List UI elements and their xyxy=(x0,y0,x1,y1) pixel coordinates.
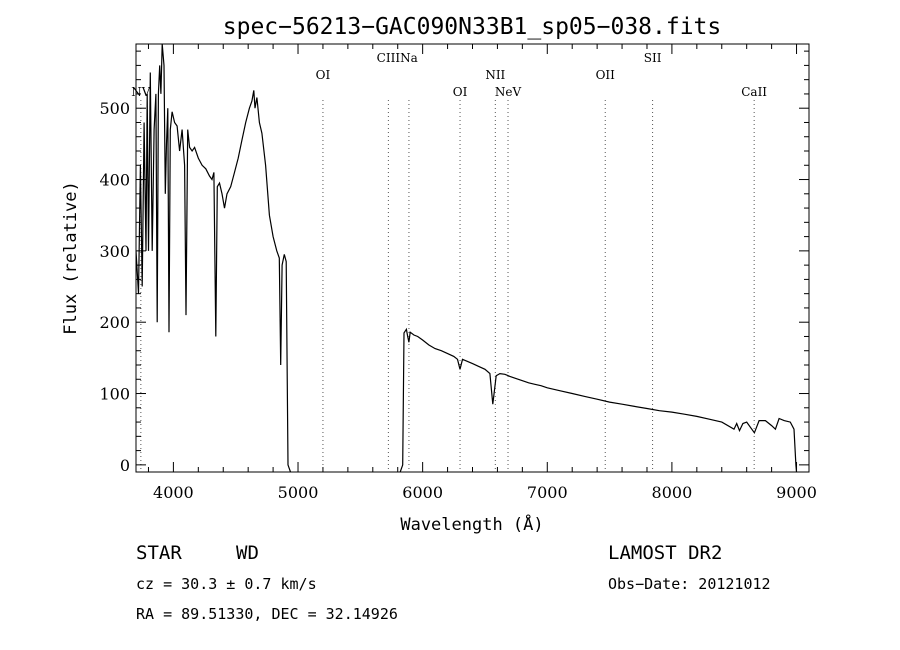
annotation-label: NII xyxy=(485,68,505,82)
chart-title: spec−56213−GAC090N33B1_sp05−038.fits xyxy=(223,14,722,40)
annotation-label: NeV xyxy=(495,85,522,99)
x-axis: 4000 5000 6000 7000 8000 9000 xyxy=(147,44,817,502)
y-tick-label: 100 xyxy=(99,385,130,404)
annotation-label: OII xyxy=(596,68,616,82)
line-annotations: NV OI CIII Na OI NII NeV OII SII CaII xyxy=(131,51,767,472)
obs-date: Obs−Date: 20121012 xyxy=(608,575,771,593)
spectrum-lines xyxy=(136,44,798,472)
survey-name: LAMOST DR2 xyxy=(608,542,723,564)
y-tick-label: 200 xyxy=(99,313,130,332)
y-axis: 0 100 200 300 400 500 xyxy=(99,50,809,475)
plot-frame xyxy=(135,43,810,473)
x-tick-label: 4000 xyxy=(153,483,194,502)
x-tick-label: 9000 xyxy=(776,483,817,502)
annotation-label: CaII xyxy=(741,85,767,99)
y-tick-label: 0 xyxy=(120,456,130,475)
y-axis-label: Flux (relative) xyxy=(61,181,81,335)
object-class: STAR xyxy=(136,542,182,564)
x-tick-label: 7000 xyxy=(527,483,568,502)
annotation-label: SII xyxy=(644,51,662,65)
annotation-label: CIII xyxy=(377,51,401,65)
annotation-label: OI xyxy=(316,68,331,82)
object-subclass: WD xyxy=(236,542,259,564)
y-tick-label: 400 xyxy=(99,171,130,190)
y-tick-label: 300 xyxy=(99,242,130,261)
redshift-text: cz = 30.3 ± 0.7 km/s xyxy=(136,575,317,593)
spectrum-series-1 xyxy=(136,44,292,472)
y-tick-label: 500 xyxy=(99,99,130,118)
x-tick-label: 5000 xyxy=(278,483,319,502)
coordinates: RA = 89.51330, DEC = 32.14926 xyxy=(136,605,398,623)
annotation-label: Na xyxy=(400,51,418,65)
annotation-label: OI xyxy=(453,85,468,99)
x-tick-label: 6000 xyxy=(402,483,443,502)
spectrum-series-2 xyxy=(399,327,798,472)
x-tick-label: 8000 xyxy=(652,483,693,502)
x-axis-label: Wavelength (Å) xyxy=(400,513,543,535)
annotation-label: NV xyxy=(131,85,151,99)
